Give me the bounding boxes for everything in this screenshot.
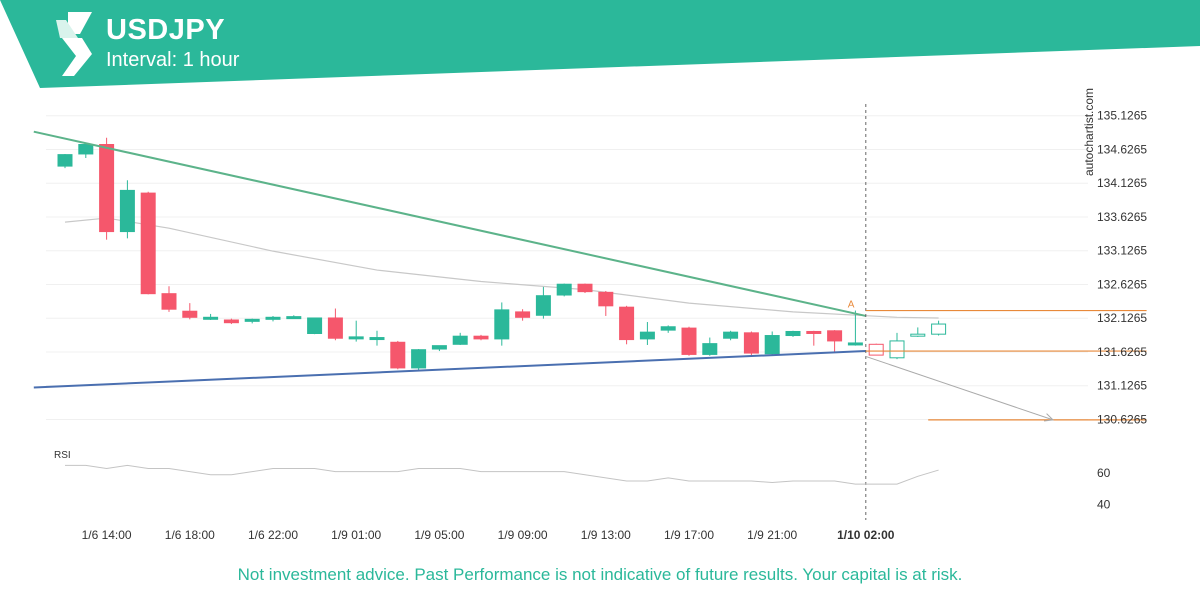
candle-body [57, 154, 73, 167]
candle-body [369, 337, 385, 341]
candle-body [431, 345, 447, 350]
candle-body [244, 318, 260, 322]
y-tick-label: 130.6265 [1097, 412, 1147, 426]
candle-body [723, 331, 739, 339]
candle-body [681, 327, 697, 355]
candle-body [660, 326, 676, 331]
candle-body [182, 310, 198, 318]
x-tick-label: 1/9 05:00 [414, 528, 464, 542]
candle-body [78, 144, 94, 155]
rsi-label: RSI [54, 450, 71, 461]
candle-body [452, 335, 468, 345]
candle-body [307, 317, 323, 335]
candle-body [411, 349, 427, 369]
x-tick-label: 1/9 17:00 [664, 528, 714, 542]
rsi-panel: RSI 60 40 [54, 450, 1111, 511]
projection-line [865, 355, 1054, 421]
candle-body [265, 316, 281, 320]
y-tick-label: 133.6265 [1097, 210, 1147, 224]
candle-body [827, 330, 843, 342]
candle-body [598, 291, 614, 307]
candle-body [889, 340, 905, 359]
pattern-lines: A [33, 104, 1147, 520]
candle-body [619, 306, 635, 341]
chart-axes: 135.1265 134.6265 134.1265 133.6265 133.1265… [82, 88, 1148, 542]
x-tick-label: 1/9 13:00 [581, 528, 631, 542]
candle-body [785, 330, 801, 337]
y-tick-label: 131.1265 [1097, 379, 1147, 393]
x-tick-label: 1/9 21:00 [747, 528, 797, 542]
candles [57, 137, 947, 370]
candle-body [556, 283, 572, 296]
y-tick-label: 132.1265 [1097, 311, 1147, 325]
candle-body [535, 295, 551, 316]
support-line [33, 350, 866, 389]
candle-body [473, 335, 489, 340]
candle-body [348, 336, 364, 340]
candle-body [161, 293, 177, 310]
pattern-marker: A [848, 300, 855, 311]
candle-body [577, 283, 593, 293]
price-chart: A 135.1265 134.6265 134.1265 133.6265 133.12… [33, 88, 1148, 542]
chart-grid [46, 115, 1088, 420]
x-tick-label: 1/6 14:00 [82, 528, 132, 542]
candle-body [910, 333, 926, 337]
candle-body [639, 331, 655, 340]
candle-body [390, 341, 406, 369]
candle-body [764, 335, 780, 355]
disclaimer-text: Not investment advice. Past Performance … [237, 565, 963, 584]
candle-body [286, 316, 302, 320]
projection-arrowhead [1044, 413, 1055, 422]
candle-body [327, 317, 343, 339]
y-tick-label: 131.6265 [1097, 345, 1147, 359]
candle-body [743, 332, 759, 354]
x-tick-label: 1/10 02:00 [837, 528, 895, 542]
rsi-tick-label: 60 [1097, 466, 1111, 480]
y-tick-label: 133.1265 [1097, 244, 1147, 258]
candle-body [931, 323, 947, 335]
rsi-tick-label: 40 [1097, 497, 1111, 511]
x-tick-label: 1/6 18:00 [165, 528, 215, 542]
y-tick-label: 135.1265 [1097, 109, 1147, 123]
candle-body [847, 342, 863, 346]
candle-body [868, 343, 884, 356]
interval-subtitle: Interval: 1 hour [106, 49, 240, 71]
header-band [0, 0, 1200, 88]
candle-body [806, 330, 822, 334]
y-tick-label: 132.6265 [1097, 277, 1147, 291]
candle-body [203, 316, 219, 320]
y-tick-label: 134.6265 [1097, 142, 1147, 156]
autochartist-logo-icon [56, 12, 92, 76]
symbol-title: USDJPY [106, 14, 226, 46]
candle-body [140, 192, 156, 295]
x-tick-label: 1/9 09:00 [498, 528, 548, 542]
resistance-line [33, 130, 867, 317]
rsi-line [65, 464, 939, 485]
watermark-text: autochartist.com [1082, 88, 1096, 176]
candle-body [515, 311, 531, 318]
x-tick-label: 1/9 01:00 [331, 528, 381, 542]
candle-body [99, 144, 115, 233]
y-tick-label: 134.1265 [1097, 176, 1147, 190]
x-tick-label: 1/6 22:00 [248, 528, 298, 542]
candle-body [494, 309, 510, 340]
candle-body [702, 343, 718, 355]
candle-body [223, 319, 239, 324]
candle-body [119, 189, 135, 233]
